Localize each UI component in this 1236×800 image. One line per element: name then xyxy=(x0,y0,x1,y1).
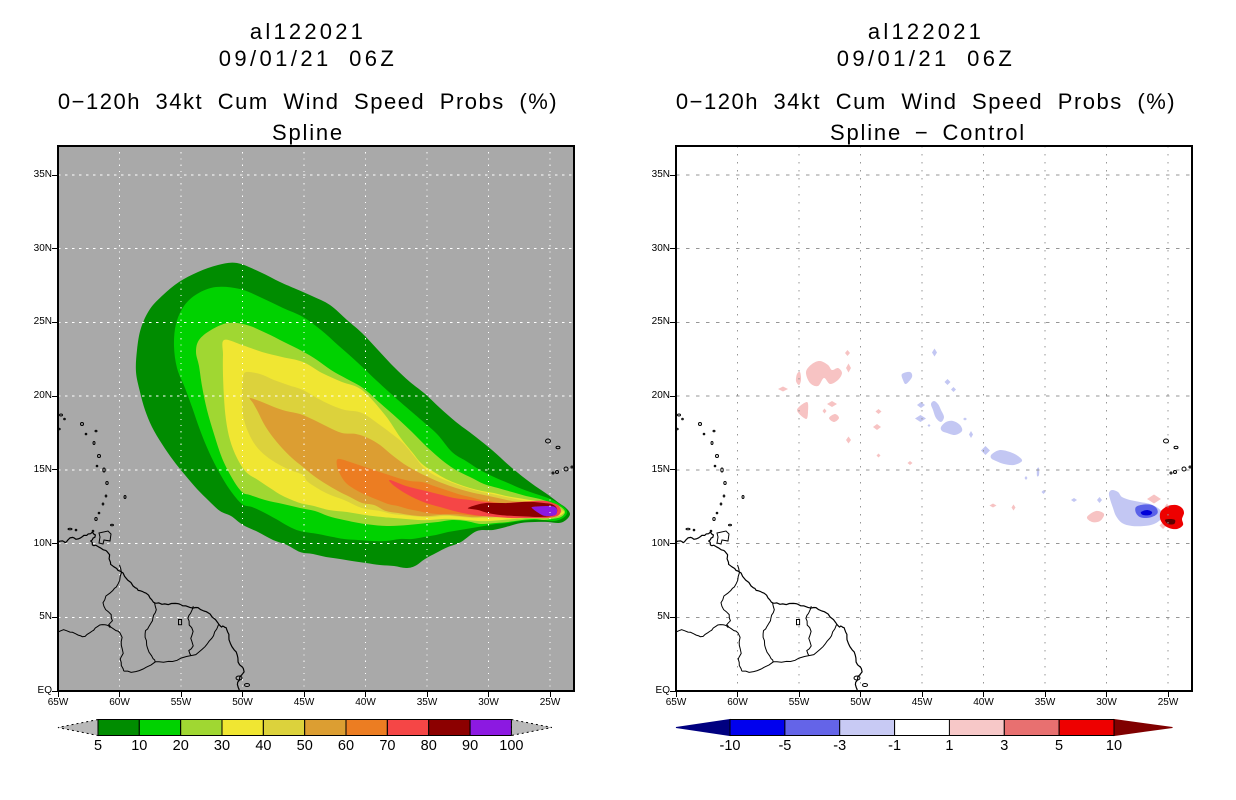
svg-text:60: 60 xyxy=(338,738,354,754)
svg-text:5: 5 xyxy=(1055,738,1063,754)
svg-text:70: 70 xyxy=(379,738,395,754)
svg-text:20: 20 xyxy=(173,738,189,754)
svg-text:100: 100 xyxy=(499,738,523,754)
svg-text:-1: -1 xyxy=(888,738,901,754)
svg-text:30: 30 xyxy=(214,738,230,754)
svg-text:90: 90 xyxy=(462,738,478,754)
svg-text:5: 5 xyxy=(94,738,102,754)
svg-text:-3: -3 xyxy=(833,738,846,754)
svg-text:1: 1 xyxy=(945,738,953,754)
svg-text:80: 80 xyxy=(421,738,437,754)
svg-text:10: 10 xyxy=(1106,738,1122,754)
svg-text:3: 3 xyxy=(1000,738,1008,754)
svg-text:-10: -10 xyxy=(720,738,741,754)
svg-text:50: 50 xyxy=(297,738,313,754)
svg-text:10: 10 xyxy=(131,738,147,754)
svg-text:40: 40 xyxy=(255,738,271,754)
svg-text:-5: -5 xyxy=(778,738,791,754)
